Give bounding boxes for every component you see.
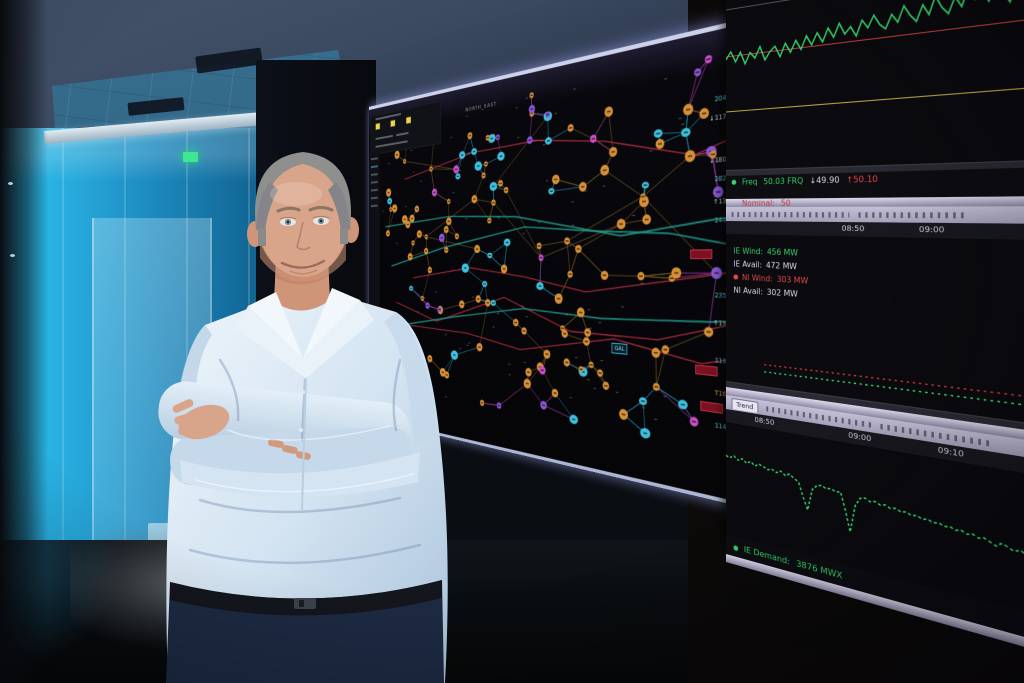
time-tick: 09:00 bbox=[848, 430, 872, 444]
flow-value: ↑19 bbox=[713, 319, 727, 329]
ni-wind-dot-icon bbox=[733, 274, 739, 280]
flow-value: ↓117 bbox=[709, 112, 727, 123]
toolbar-yellow-button-icon[interactable] bbox=[390, 119, 396, 128]
frequency-chart bbox=[726, 0, 1024, 150]
monitor-stack: Freq 50.03 FRQ ↓49.90 ↑50.10 Nominal: 50… bbox=[726, 0, 1024, 683]
frequency-panel bbox=[726, 0, 1024, 170]
flow-value: 119 bbox=[714, 356, 727, 366]
flow-value: ↑13 bbox=[713, 197, 727, 207]
toolbar-yellow-button-icon[interactable] bbox=[406, 116, 412, 125]
substation-box-label: GAL bbox=[611, 342, 628, 356]
flow-value: 114 bbox=[714, 421, 727, 432]
freq-low-limit: ↓49.90 bbox=[809, 175, 840, 186]
time-tick: 09:10 bbox=[937, 445, 964, 460]
flow-value: 282 bbox=[714, 173, 727, 183]
nominal-label: Nominal: bbox=[741, 198, 775, 208]
flow-value-labels: 204 ↓117 ↓180 282 ↑13 244 235 ↑19 119 T16 114 bbox=[699, 27, 729, 499]
wind-legend: IE Wind: 456 MW IE Avail: 472 MW NI Wind: 3… bbox=[733, 244, 808, 302]
flow-value: T16 bbox=[714, 389, 727, 399]
freq-value: 50.03 FRQ bbox=[763, 176, 804, 187]
wall-glint bbox=[8, 182, 13, 185]
left-wall-edge bbox=[0, 0, 48, 683]
freq-label: Freq bbox=[741, 177, 758, 187]
wall-glint bbox=[10, 254, 15, 257]
flow-value: ↓180 bbox=[709, 155, 727, 165]
flow-value: 244 bbox=[714, 216, 727, 225]
exit-sign-light bbox=[183, 152, 198, 162]
nominal-value: 50 bbox=[780, 198, 791, 208]
toolbar-text-bar bbox=[375, 112, 402, 121]
time-tick: 09:00 bbox=[918, 225, 945, 235]
time-tick: 08:50 bbox=[754, 415, 775, 428]
flow-value: 204 bbox=[714, 93, 727, 104]
flow-value: 235 bbox=[714, 291, 727, 300]
demand-series-dot-icon bbox=[733, 544, 739, 551]
man-portrait bbox=[158, 152, 448, 683]
time-tick: 08:50 bbox=[841, 224, 865, 234]
freq-series-dot-icon bbox=[731, 179, 737, 185]
freq-high-limit: ↑50.10 bbox=[846, 174, 878, 185]
